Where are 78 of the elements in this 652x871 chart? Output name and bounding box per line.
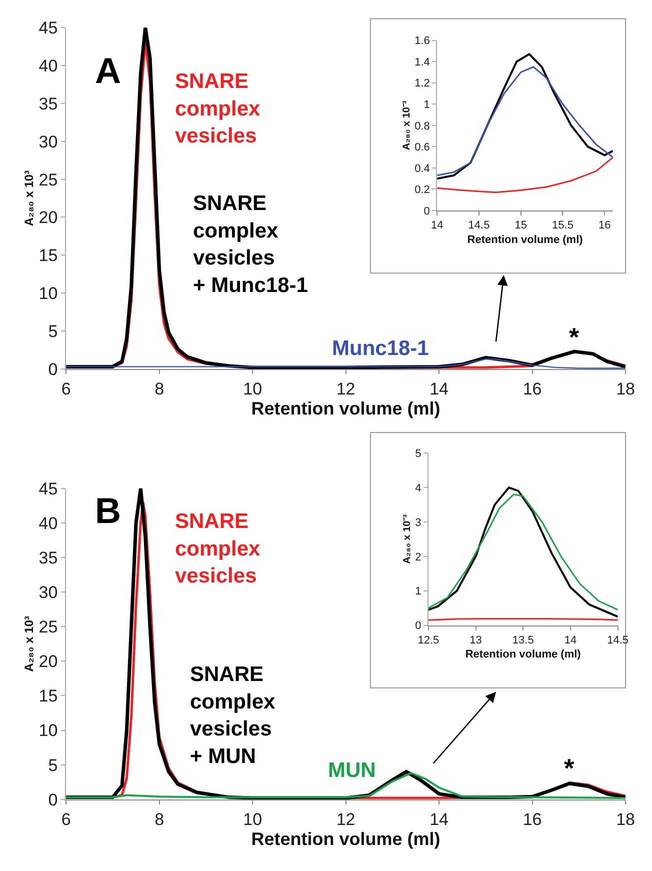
y-tick-label: 0 [424, 205, 430, 218]
x-tick-label: 18 [616, 810, 635, 829]
y-tick-label: 1.4 [414, 56, 430, 68]
annotation: * [569, 322, 580, 352]
x-axis-title: Retention volume (ml) [467, 234, 584, 246]
x-tick-label: 16 [522, 810, 542, 829]
x-tick-label: 16 [522, 379, 542, 398]
x-tick-label: 14 [430, 379, 449, 398]
series-label: Munc18-1 [332, 337, 430, 360]
y-tick-label: 0.6 [414, 142, 430, 154]
x-tick-label: 16 [598, 220, 611, 232]
y-tick-label: 1.6 [414, 35, 430, 48]
x-tick-label: 15.5 [552, 220, 574, 232]
y-tick-label: 0.8 [414, 120, 430, 132]
y-tick-label: 10 [38, 284, 58, 304]
y-tick-label: 25 [38, 170, 58, 190]
x-tick-label: 14.5 [468, 220, 490, 232]
line-series [437, 156, 613, 194]
x-tick-label: 12 [336, 379, 356, 398]
x-tick-label: 14 [564, 634, 577, 646]
y-axis-title: A₂₈₀ x 10³ [22, 170, 36, 226]
y-tick-label: 20 [38, 208, 58, 228]
y-tick-label: 0 [415, 620, 422, 632]
y-tick-label: 40 [38, 514, 58, 533]
y-tick-label: 1 [424, 98, 430, 111]
y-tick-label: 1 [415, 586, 422, 598]
y-tick-label: 5 [48, 322, 58, 341]
y-tick-label: 35 [38, 94, 58, 114]
y-tick-label: 25 [38, 618, 58, 637]
x-axis-title: Retention volume (ml) [251, 398, 440, 418]
y-tick-label: 30 [38, 132, 58, 152]
series-label: MUN [328, 759, 376, 782]
x-tick-label: 14 [430, 220, 444, 232]
x-tick-label: 10 [243, 810, 262, 829]
annotation: * [564, 753, 575, 783]
y-tick-label: 40 [38, 56, 58, 76]
x-tick-label: 12.5 [418, 634, 440, 646]
y-tick-label: 2 [415, 551, 422, 564]
y-tick-label: 5 [48, 756, 58, 775]
annotation: A [95, 50, 121, 91]
x-tick-label: 12 [336, 810, 356, 829]
y-tick-label: 5 [415, 448, 422, 460]
y-tick-label: 45 [38, 479, 58, 498]
y-tick-label: 3 [415, 516, 422, 529]
x-tick-label: 15 [514, 220, 527, 232]
x-tick-label: 13 [470, 634, 482, 646]
y-axis-title: A₂₈₀ x 10⁻³ [402, 100, 413, 150]
annotation: B [95, 490, 121, 531]
y-tick-label: 0 [48, 360, 58, 379]
series-label: SNARE complex vesicles + Munc18-1 [193, 192, 308, 297]
y-tick-label: 1.2 [414, 78, 430, 90]
series-label: SNARE complex vesicles [175, 510, 261, 588]
x-tick-label: 6 [61, 379, 71, 398]
y-axis-title: A₂₈₀ x 10⁻³ [402, 514, 414, 564]
y-tick-label: 30 [38, 582, 58, 602]
x-tick-label: 8 [154, 379, 164, 398]
x-tick-label: 10 [243, 379, 262, 398]
y-axis-title: A₂₈₀ x 10³ [22, 616, 36, 672]
y-tick-label: 0.2 [414, 184, 430, 196]
y-tick-label: 4 [415, 482, 422, 494]
series-label: SNARE complex vesicles + MUN [190, 663, 276, 768]
x-axis-title: Retention volume (ml) [251, 828, 440, 849]
x-tick-label: 6 [61, 810, 71, 829]
x-axis-title: Retention volume (ml) [465, 648, 582, 661]
x-tick-label: 14 [430, 810, 449, 829]
x-tick-label: 13.5 [512, 634, 534, 646]
y-tick-label: 15 [38, 246, 58, 266]
y-tick-label: 15 [38, 686, 58, 706]
x-tick-label: 8 [154, 810, 164, 829]
y-tick-label: 0 [48, 790, 58, 810]
y-tick-label: 20 [38, 652, 58, 672]
y-tick-label: 35 [38, 548, 58, 568]
y-tick-label: 0.4 [414, 162, 430, 175]
y-tick-label: 45 [38, 18, 58, 38]
y-tick-label: 10 [38, 721, 58, 740]
x-tick-label: 18 [616, 379, 635, 398]
x-tick-label: 14.5 [607, 634, 629, 646]
series-label: SNARE complex vesicles [175, 70, 261, 148]
